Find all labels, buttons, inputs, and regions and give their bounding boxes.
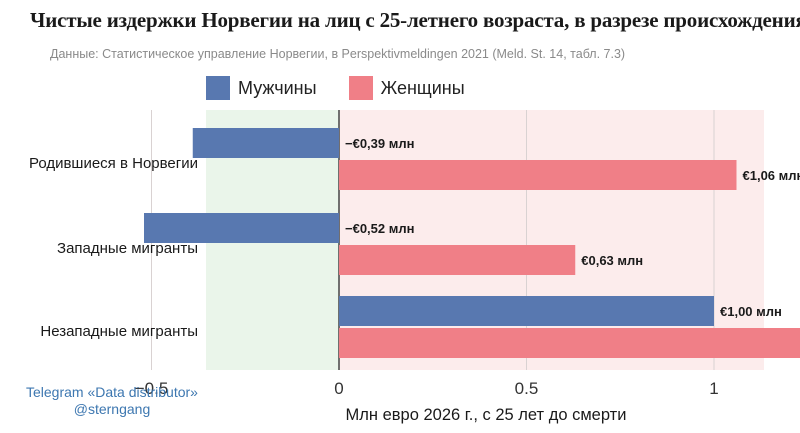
data-label: €1,00 млн — [720, 304, 782, 319]
category-label: Родившиеся в Норвегии — [29, 155, 198, 172]
legend-swatch-women — [348, 76, 373, 100]
x-tick-label: 0.5 — [515, 379, 539, 398]
legend-item-men: Мужчины — [206, 76, 317, 100]
legend-swatch-men — [206, 76, 230, 100]
credit: Telegram «Data distributor» @sterngang — [26, 384, 198, 418]
data-label: €0,63 млн — [581, 253, 643, 268]
data-label: −€0,52 млн — [345, 221, 414, 236]
chart-subtitle: Данные: Статистическое управление Норвег… — [50, 47, 626, 61]
category-label: Незападные мигранты — [40, 323, 198, 340]
legend-item-women: Женщины — [348, 76, 465, 100]
legend-label-men: Мужчины — [238, 77, 317, 98]
bar-men — [192, 128, 339, 158]
chart-title: Чистые издержки Норвегии на лиц с 25-лет… — [30, 8, 800, 32]
credit-handle: @sterngang — [73, 401, 151, 417]
bar-men — [144, 213, 339, 243]
credit-telegram: Telegram «Data distributor» — [26, 384, 198, 400]
bar-women — [339, 245, 576, 275]
data-label: €1,06 млн — [743, 168, 800, 183]
legend: Мужчины Женщины — [206, 76, 497, 100]
x-tick-label: −0.5 — [135, 379, 169, 398]
x-axis-label: Млн евро 2026 г., с 25 лет до смерти — [346, 406, 627, 424]
bar-women — [339, 160, 737, 190]
x-tick-label: 1 — [709, 379, 718, 398]
bar-women — [339, 328, 800, 358]
positive-region — [339, 110, 764, 370]
legend-label-women: Женщины — [380, 77, 465, 98]
bar-men — [339, 296, 714, 326]
category-label: Западные мигранты — [57, 240, 198, 257]
data-label: −€0,39 млн — [345, 136, 414, 151]
x-tick-label: 0 — [334, 379, 343, 398]
